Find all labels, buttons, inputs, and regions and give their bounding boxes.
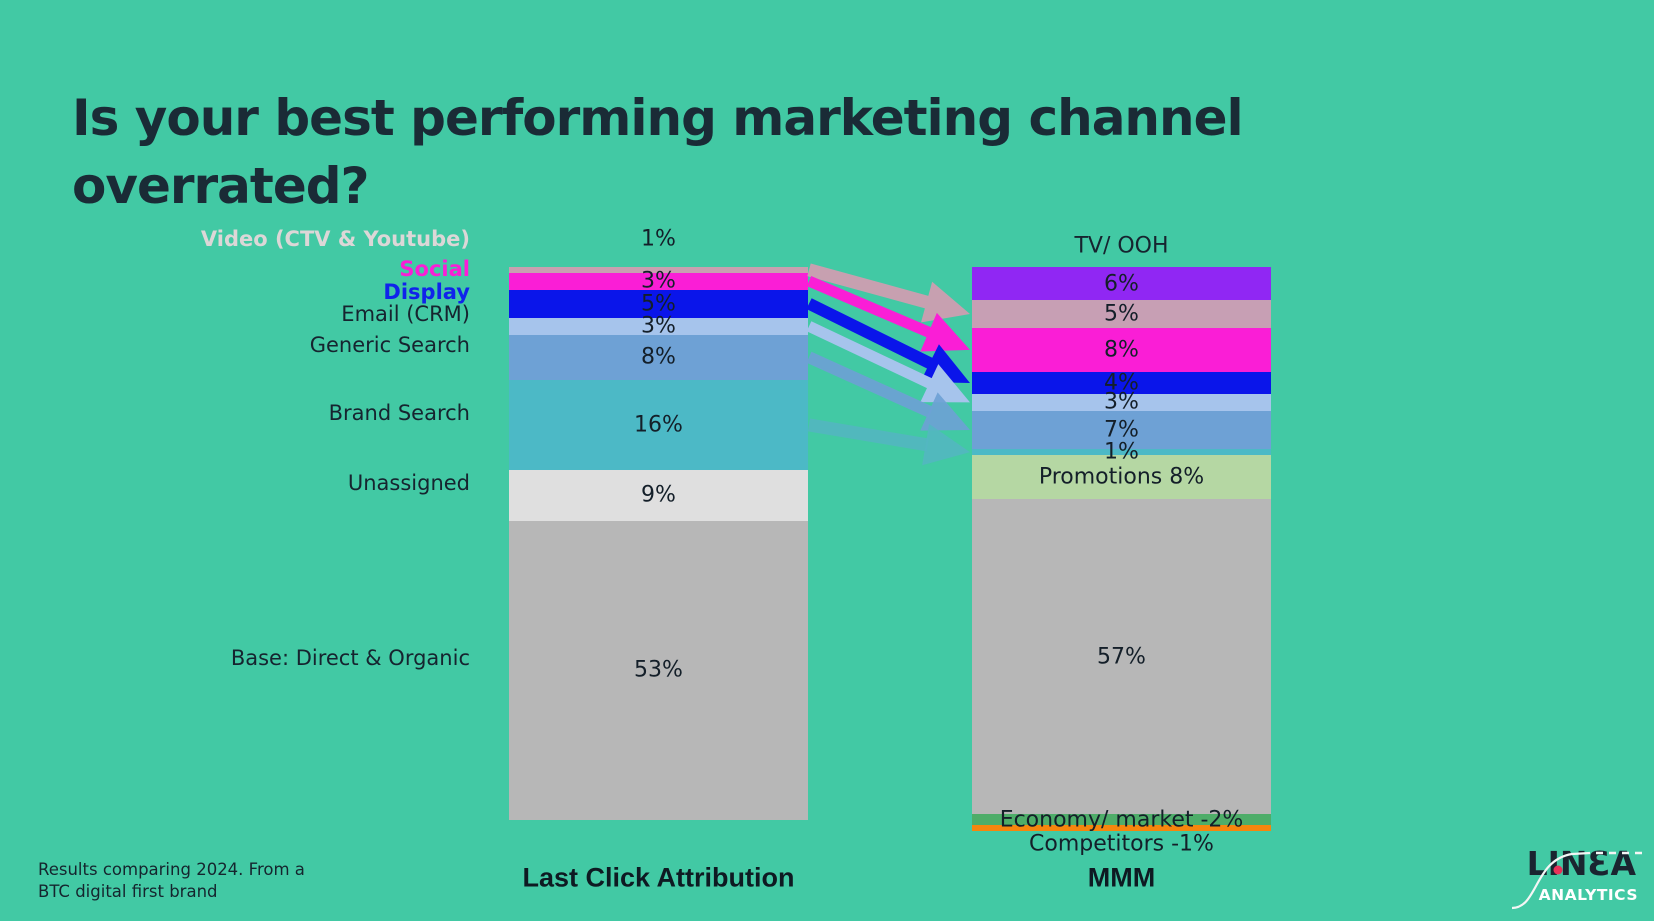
segment-value-label: 6%: [1104, 271, 1139, 297]
bar-segment: [972, 499, 1271, 814]
bar-segment: [509, 470, 808, 521]
bar-segment: [509, 520, 808, 820]
category-label: Generic Search: [309, 333, 470, 358]
category-label: Email (CRM): [341, 302, 470, 327]
category-label: Base: Direct & Organic: [230, 646, 470, 671]
logo-brand-text: LINƐA: [1526, 844, 1636, 883]
footnote-line-1: Results comparing 2024. From a: [38, 860, 305, 879]
segment-value-label: 7%: [1104, 417, 1139, 443]
segment-value-label: Economy/ market -2%: [999, 807, 1244, 832]
footnote-line-2: BTC digital first brand: [38, 882, 218, 901]
category-label: Brand Search: [328, 400, 470, 425]
axis-label: Last Click Attribution: [522, 862, 795, 893]
linea-logo: LINƐA ANALYTICS: [1498, 840, 1650, 916]
segment-value-label: 8%: [641, 344, 676, 370]
category-label: Video (CTV & Youtube): [200, 227, 470, 251]
axis-label: MMM: [1087, 862, 1156, 893]
bar-segment: [972, 300, 1271, 328]
segment-value-label: 16%: [634, 412, 683, 438]
segment-value-label: 8%: [1104, 337, 1139, 363]
logo-subtitle-text: ANALYTICS: [1538, 886, 1638, 904]
bar-segment: [509, 379, 808, 471]
segment-value-label: 53%: [634, 657, 683, 683]
title-line-2: overrated?: [72, 157, 370, 215]
segment-value-label: 5%: [1104, 301, 1139, 327]
bar-segment: [509, 289, 808, 318]
footnote: Results comparing 2024. From a BTC digit…: [38, 859, 305, 903]
segment-value-label: 1%: [641, 226, 676, 252]
bar-segment: [509, 334, 808, 380]
page-title: Is your best performing marketing channe…: [72, 84, 1244, 220]
category-label: Unassigned: [347, 471, 470, 496]
segment-value-label: 3%: [1104, 389, 1139, 415]
bar-segment: [972, 327, 1271, 372]
segment-value-label: 5%: [641, 291, 676, 317]
bar-segment: [972, 454, 1271, 500]
segment-value-label: 1%: [1104, 439, 1139, 465]
segment-value-label: 3%: [641, 268, 676, 294]
bar-header-label: TV/ OOH: [1074, 233, 1169, 259]
category-label: Display: [383, 279, 470, 304]
segment-value-label: Promotions 8%: [1038, 464, 1205, 490]
bar-segment: [972, 410, 1271, 450]
bar-segment: [972, 813, 1271, 826]
segment-value-label: Competitors -1%: [1029, 831, 1214, 857]
bar-segment: [972, 449, 1271, 455]
bar-segment: [972, 394, 1271, 411]
category-label: Social: [399, 257, 470, 282]
segment-value-label: 9%: [641, 482, 676, 508]
bar-segment: [972, 371, 1271, 395]
segment-value-label: 3%: [641, 313, 676, 339]
bar-segment: [509, 272, 808, 290]
bar-segment: [972, 267, 1271, 301]
bar-segment: [509, 317, 808, 335]
segment-value-label: 57%: [1097, 644, 1146, 669]
title-line-1: Is your best performing marketing channe…: [72, 89, 1244, 147]
bar-segment: [509, 267, 808, 273]
bar-segment: [972, 825, 1271, 831]
segment-value-label: 4%: [1104, 370, 1139, 396]
